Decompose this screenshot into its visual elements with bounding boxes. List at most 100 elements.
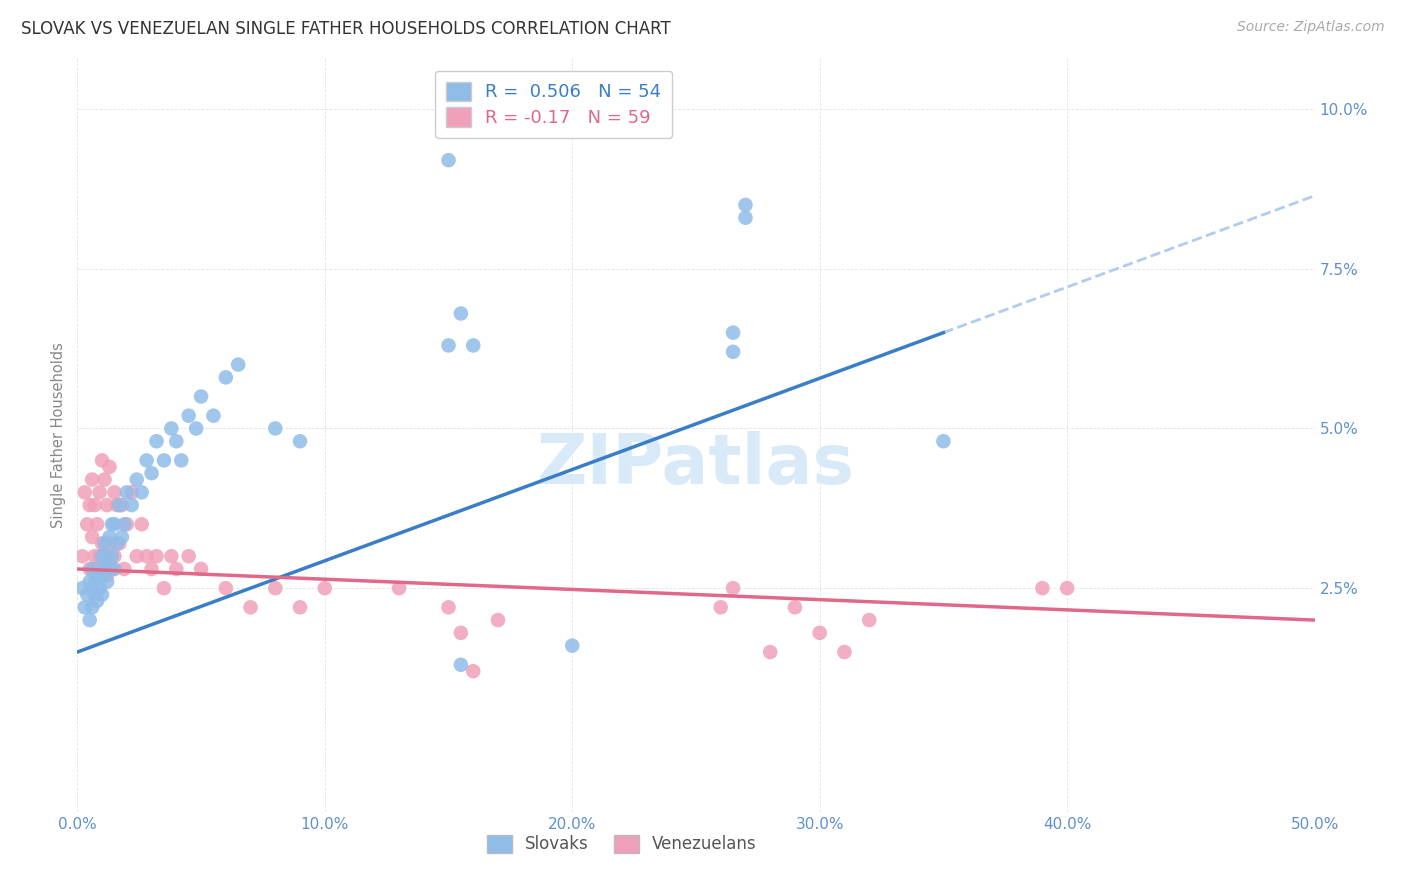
Point [86,562,108,576]
Point [388,581,411,595]
Point [108,498,131,512]
Point [437,600,460,615]
Point [98,530,121,544]
Point [93,536,115,550]
Point [86,517,108,532]
Point [79,613,101,627]
Text: ZIPatlas: ZIPatlas [537,432,855,499]
Point [112,517,135,532]
Y-axis label: Single Father Households: Single Father Households [51,342,66,528]
Point [73,485,96,500]
Point [264,421,287,435]
Text: Source: ZipAtlas.com: Source: ZipAtlas.com [1237,20,1385,34]
Point [89,549,111,564]
Point [858,613,880,627]
Point [153,453,176,467]
Point [177,409,200,423]
Point [177,549,200,564]
Point [160,421,183,435]
Point [450,625,472,640]
Point [83,588,105,602]
Point [103,562,125,576]
Point [932,434,955,449]
Point [145,434,167,449]
Point [96,498,118,512]
Point [89,485,111,500]
Point [98,562,121,576]
Point [82,562,104,576]
Point [83,574,105,589]
Point [160,549,183,564]
Legend: Slovaks, Venezuelans: Slovaks, Venezuelans [479,828,763,860]
Point [721,581,744,595]
Point [91,549,114,564]
Point [135,549,157,564]
Point [190,562,212,576]
Point [96,549,118,564]
Point [91,568,114,582]
Point [91,588,114,602]
Point [264,581,287,595]
Point [79,562,101,576]
Point [82,600,104,615]
Point [115,485,138,500]
Point [1056,581,1078,595]
Point [76,517,98,532]
Point [190,390,212,404]
Point [73,600,96,615]
Point [141,466,163,480]
Point [561,639,583,653]
Point [91,536,114,550]
Point [72,549,94,564]
Point [76,588,98,602]
Point [135,453,157,467]
Point [437,153,460,168]
Point [98,459,121,474]
Point [98,536,121,550]
Point [834,645,856,659]
Point [314,581,336,595]
Point [486,613,509,627]
Point [79,574,101,589]
Point [170,453,193,467]
Point [105,536,128,550]
Point [82,473,104,487]
Point [105,498,128,512]
Point [103,485,125,500]
Point [131,485,153,500]
Point [112,562,135,576]
Point [450,657,472,672]
Point [202,409,225,423]
Point [96,568,118,582]
Point [101,562,124,576]
Point [83,498,105,512]
Point [93,562,115,576]
Point [79,498,101,512]
Point [184,421,207,435]
Point [808,625,831,640]
Point [125,549,148,564]
Point [103,549,125,564]
Point [125,473,148,487]
Point [86,568,108,582]
Point [82,530,104,544]
Point [101,517,124,532]
Point [783,600,806,615]
Point [111,530,134,544]
Point [226,358,249,372]
Point [734,198,756,212]
Point [215,370,238,384]
Point [86,594,108,608]
Point [93,549,115,564]
Point [103,517,125,532]
Point [121,485,143,500]
Point [91,453,114,467]
Point [288,600,311,615]
Point [108,536,131,550]
Point [165,434,187,449]
Point [153,581,176,595]
Point [437,338,460,352]
Point [72,581,94,595]
Point [96,574,118,589]
Point [463,338,485,352]
